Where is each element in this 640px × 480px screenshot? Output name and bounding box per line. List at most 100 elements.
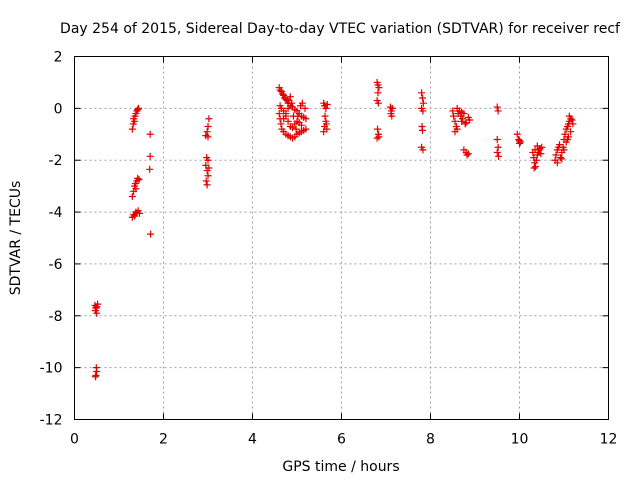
data-point [459,115,467,123]
data-point [493,103,501,111]
data-point [532,156,540,164]
y-tick-labels: -12 -10 -8 -6 -4 -2 0 2 [40,50,63,429]
data-point [289,124,297,132]
data-point [418,89,426,97]
data-point [419,99,427,107]
data-point [146,165,154,173]
data-point [322,120,330,128]
data-point [297,121,305,129]
data-point [532,163,540,171]
y-tick-label: 2 [54,50,63,66]
data-point [91,373,99,381]
data-point [418,126,426,134]
data-point [279,90,287,98]
data-point [292,125,300,133]
data-point [462,119,470,127]
data-point [282,95,290,103]
data-point [323,100,331,108]
x-tick-label: 12 [600,432,618,448]
data-point [553,159,561,167]
data-point [204,123,212,131]
data-point [538,143,546,151]
data-point [466,116,474,124]
data-point [373,134,381,142]
data-point [493,135,501,143]
data-point [202,177,210,185]
data-point [205,164,213,172]
y-tick-label: -8 [49,309,63,325]
data-point [449,107,457,115]
data-point [453,104,461,112]
data-point [561,130,569,138]
data-point [461,120,469,128]
chart-title: Day 254 of 2015, Sidereal Day-to-day VTE… [60,21,621,37]
data-point [276,86,284,94]
data-point [418,94,426,102]
data-point [388,112,396,120]
y-tick-label: -6 [49,257,63,273]
x-tick-label: 6 [337,432,346,448]
data-point [494,143,502,151]
data-point [567,128,575,136]
data-point [203,154,211,162]
data-point [458,108,466,116]
data-point [531,146,539,154]
data-point [374,125,382,133]
data-point [284,117,292,125]
data-point [374,89,382,97]
data-point [464,150,472,158]
data-point [530,164,538,172]
data-point [463,151,471,159]
data-point [552,151,560,159]
data-point [321,112,329,120]
data-point [556,154,564,162]
data-point [569,120,577,128]
data-point [135,209,143,217]
axis-ticks [74,56,609,420]
grid-lines [74,56,609,420]
data-point [286,93,294,101]
data-point [516,139,523,147]
y-tick-label: -4 [49,205,63,221]
data-point [533,142,541,150]
data-point [131,117,139,125]
data-point [322,104,330,112]
x-tick-label: 4 [248,432,257,448]
data-point [277,120,285,128]
data-point [419,146,427,154]
data-point [134,174,142,182]
data-point [288,99,296,107]
x-tick-labels: 0 2 4 6 8 10 12 [70,432,617,448]
y-tick-label: 0 [54,101,63,117]
data-point [495,152,503,160]
data-point [558,155,566,163]
data-point [92,304,100,312]
y-tick-label: -2 [49,153,63,169]
data-point [450,112,458,120]
y-axis-label: SDTVAR / TECUs [8,181,24,296]
data-point [374,99,382,107]
data-point [419,107,427,115]
data-point [568,116,576,124]
y-tick-label: -12 [40,413,63,429]
data-point [513,130,521,138]
data-points [91,78,577,381]
data-point [560,146,568,154]
data-point [284,104,292,112]
data-point [564,135,572,143]
x-tick-label: 2 [159,432,168,448]
data-point [386,103,394,111]
data-point [203,181,211,189]
x-axis-label: GPS time / hours [282,459,399,475]
data-point [493,148,501,156]
data-point [302,115,310,123]
x-tick-label: 0 [70,432,79,448]
data-point [537,150,545,158]
data-point [320,128,328,136]
data-point [375,84,383,92]
data-point [128,125,136,133]
data-point [132,185,140,193]
data-point [134,106,142,114]
y-tick-label: -10 [40,361,63,377]
